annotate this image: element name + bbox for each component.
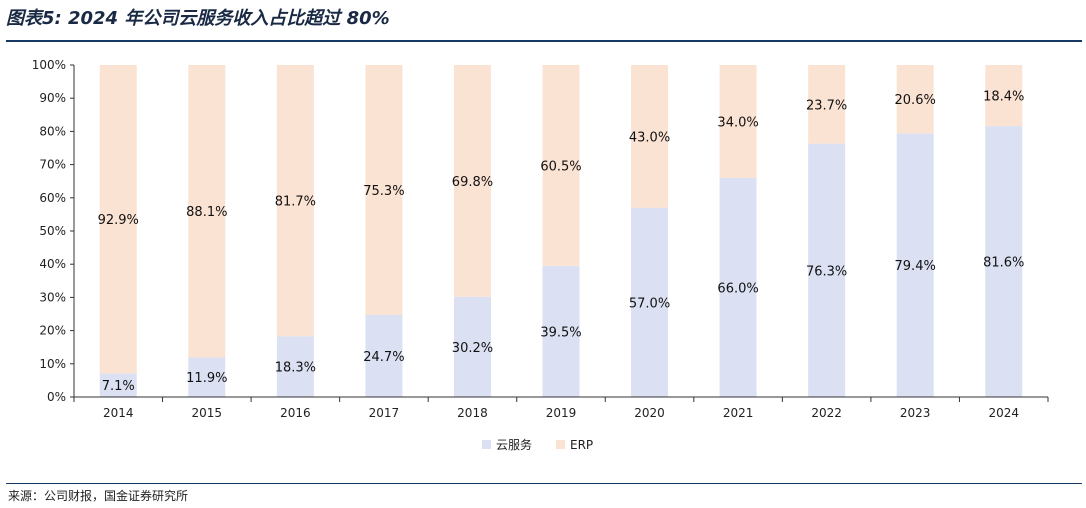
bar-cloud-segment (453, 296, 491, 397)
y-tick-label: 90% (39, 91, 66, 105)
bar-cloud-segment (276, 336, 314, 397)
bar-erp-segment (99, 65, 137, 374)
y-tick-label: 30% (39, 290, 66, 304)
y-tick-label: 50% (39, 224, 66, 238)
x-tick-label: 2022 (811, 406, 842, 420)
bar-cloud-segment (365, 314, 403, 397)
bar-erp-segment (276, 65, 314, 337)
data-label: 88.1% (186, 205, 227, 220)
x-axis: 2014 2015 2016 2017 2018 2019 2020 2021 2022 2023… (73, 396, 1049, 420)
data-label: 76.3% (806, 264, 847, 279)
data-label: 20.6% (895, 93, 936, 108)
bar-erp-segment (808, 65, 846, 144)
x-tick-label: 2021 (723, 406, 754, 420)
legend-swatch (482, 440, 491, 449)
bar-erp-segment (985, 65, 1023, 127)
bar-erp-segment (896, 65, 934, 134)
data-label: 18.4% (983, 90, 1024, 105)
y-tick-label: 40% (39, 257, 66, 271)
bar-cloud-segment (896, 133, 934, 397)
data-labels: 7.1% 92.9% 11.9% 88.1% 18.3% 81.7% 24.7% 75.3% 3… (98, 90, 1025, 395)
data-label: 24.7% (363, 350, 404, 365)
legend: 云服务 ERP (482, 437, 593, 452)
x-tick-label: 2015 (192, 406, 223, 420)
bars (99, 65, 1023, 397)
legend-label: ERP (570, 438, 593, 452)
data-label: 18.3% (275, 361, 316, 376)
bar-cloud-segment (719, 177, 757, 397)
x-tick-label: 2018 (457, 406, 488, 420)
x-tick-label: 2016 (280, 406, 311, 420)
data-label: 92.9% (98, 213, 139, 228)
bar-cloud-segment (99, 373, 137, 397)
x-tick-label: 2020 (634, 406, 665, 420)
data-label: 11.9% (186, 371, 227, 386)
bar-erp-segment (542, 65, 580, 266)
data-label: 75.3% (363, 184, 404, 199)
data-label: 57.0% (629, 296, 670, 311)
x-tick-label: 2024 (988, 406, 1019, 420)
data-label: 30.2% (452, 341, 493, 356)
data-label: 69.8% (452, 175, 493, 190)
data-label: 81.6% (983, 256, 1024, 271)
bar-erp-segment (631, 65, 669, 208)
legend-label: 云服务 (496, 437, 532, 452)
y-tick-label: 100% (32, 58, 66, 72)
data-label: 34.0% (717, 115, 758, 130)
data-label: 23.7% (806, 98, 847, 113)
stacked-bar-chart: 0% 10% 20% 30% 40% 50% 60% 70% 80% 90% 100% 7.1% 92… (32, 58, 1049, 452)
bar-cloud-segment (542, 265, 580, 397)
y-tick-label: 60% (39, 191, 66, 205)
y-tick-label: 10% (39, 357, 66, 371)
source-note: 来源：公司财报，国金证券研究所 (8, 489, 189, 503)
y-tick-label: 80% (39, 124, 66, 138)
x-tick-label: 2017 (369, 406, 400, 420)
x-tick-label: 2019 (546, 406, 577, 420)
data-label: 43.0% (629, 130, 670, 145)
data-label: 66.0% (717, 281, 758, 296)
x-tick-label: 2023 (900, 406, 931, 420)
y-tick-label: 0% (47, 390, 66, 404)
bar-cloud-segment (631, 207, 669, 397)
bar-erp-segment (365, 65, 403, 315)
data-label: 7.1% (102, 379, 135, 394)
bar-erp-segment (188, 65, 226, 358)
bar-cloud-segment (188, 357, 226, 397)
legend-swatch (556, 440, 565, 449)
bar-cloud-segment (985, 126, 1023, 397)
title-divider (6, 40, 1082, 42)
data-label: 79.4% (895, 259, 936, 274)
chart-title: 图表5: 2024 年公司云服务收入占比超过 80% (6, 8, 390, 29)
bar-cloud-segment (808, 143, 846, 397)
data-label: 39.5% (540, 325, 581, 340)
y-axis: 0% 10% 20% 30% 40% 50% 60% 70% 80% 90% 100% (32, 58, 75, 404)
x-tick-label: 2014 (103, 406, 134, 420)
y-tick-label: 70% (39, 158, 66, 172)
data-label: 60.5% (540, 159, 581, 174)
y-tick-label: 20% (39, 324, 66, 338)
bar-erp-segment (453, 65, 491, 297)
bar-erp-segment (719, 65, 757, 178)
footer-divider (6, 483, 1082, 484)
data-label: 81.7% (275, 195, 316, 210)
